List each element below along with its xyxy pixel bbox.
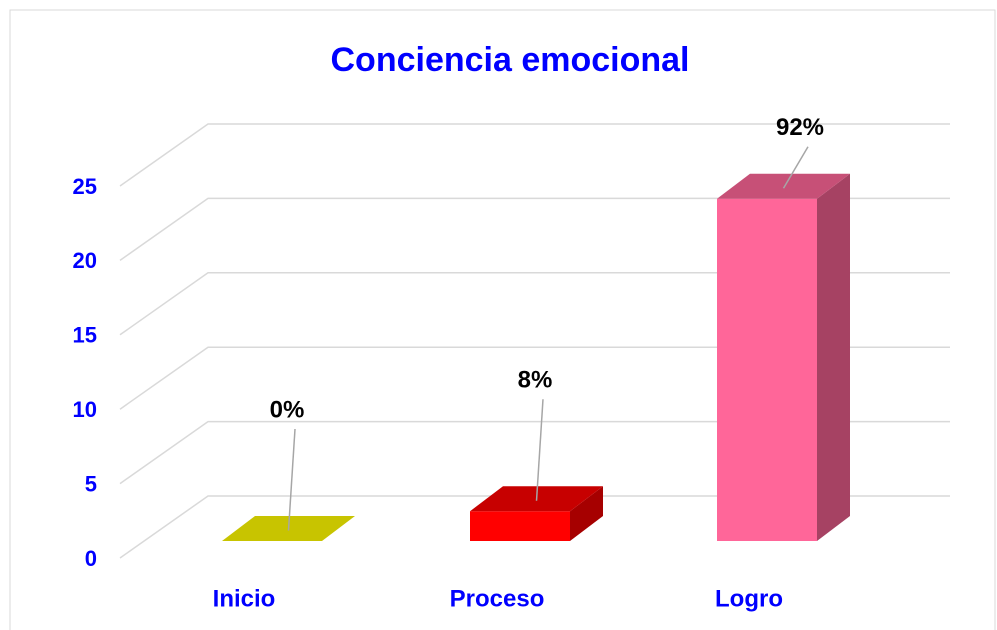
data-label: 8%: [518, 367, 553, 394]
data-label: 92%: [776, 114, 824, 141]
x-tick-label: Inicio: [213, 585, 276, 612]
bar-front: [470, 511, 570, 541]
grid-line: [119, 495, 950, 559]
leader-line: [535, 399, 544, 501]
leader-line: [287, 428, 296, 531]
x-tick-label: Logro: [715, 585, 783, 612]
grid-line: [119, 197, 950, 262]
bar-side: [817, 173, 850, 541]
y-tick-label: 20: [73, 248, 97, 273]
bar-top: [717, 173, 850, 199]
bar-side: [570, 486, 603, 541]
grid-line: [119, 123, 950, 187]
chart-title: Conciencia emocional: [331, 41, 690, 79]
y-tick-label: 5: [85, 471, 97, 496]
y-tick-label: 15: [73, 323, 97, 348]
x-tick-label: Proceso: [450, 585, 545, 612]
leader-line: [782, 146, 809, 189]
grid-line: [119, 420, 950, 485]
y-tick-label: 25: [73, 174, 97, 199]
bar-front: [717, 198, 817, 541]
y-tick-label: 10: [73, 397, 97, 422]
y-tick-label: 0: [85, 546, 97, 571]
data-label: 0%: [270, 396, 305, 423]
grid-line: [119, 346, 950, 410]
grid-line: [119, 272, 950, 336]
